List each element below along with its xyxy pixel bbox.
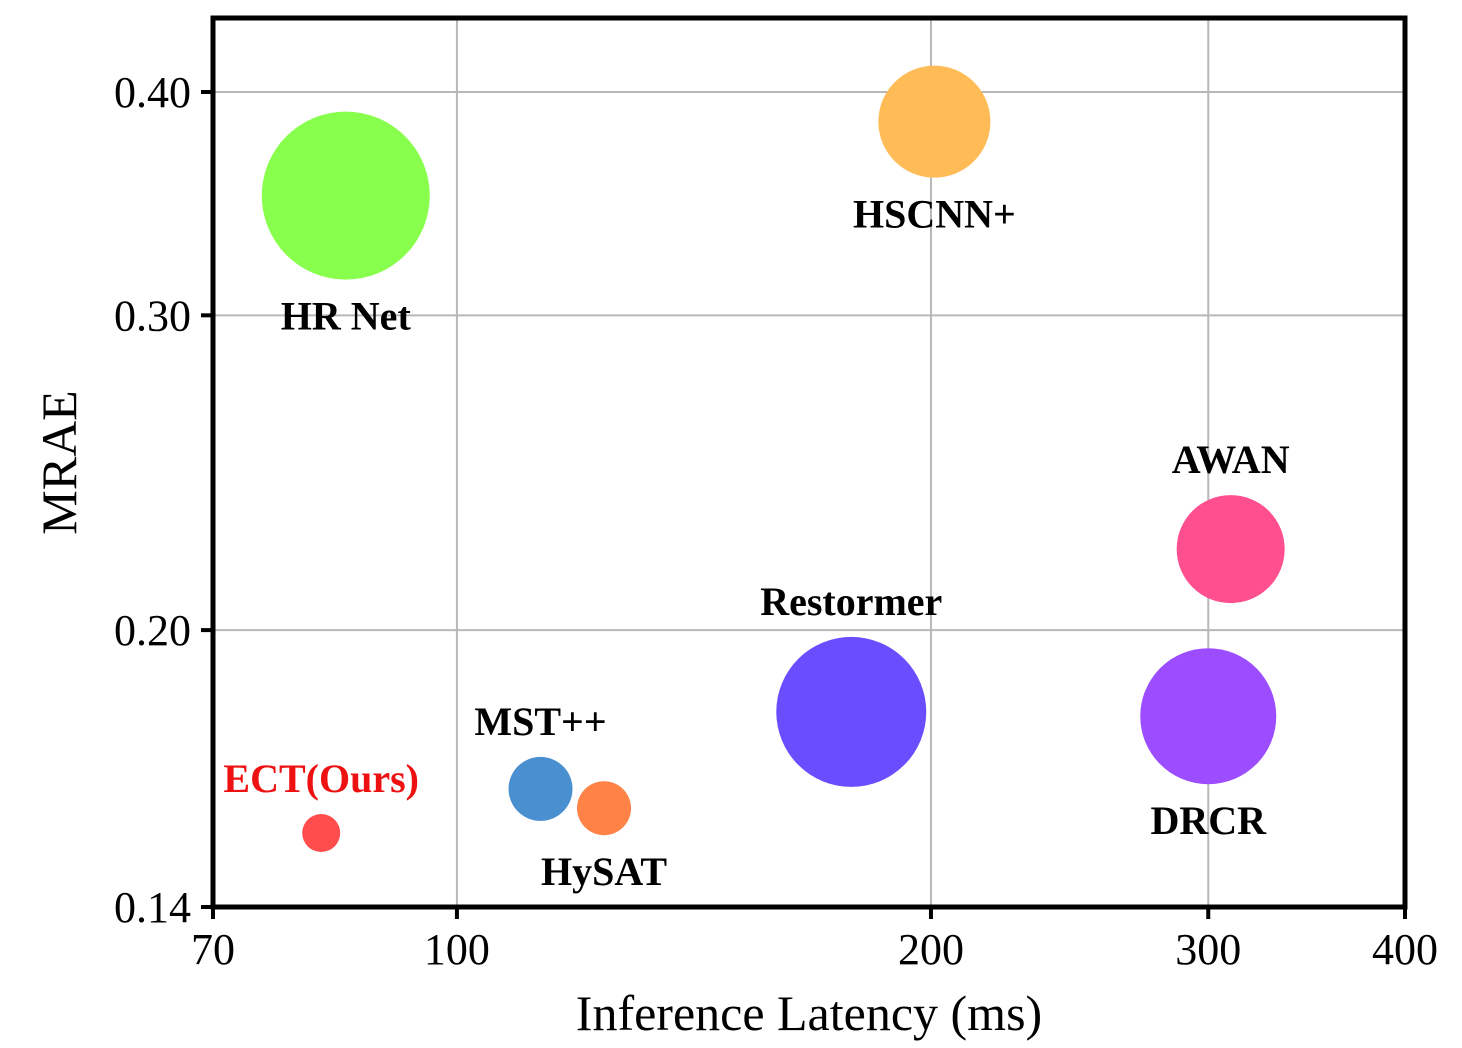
bubble-hr-net xyxy=(262,112,430,280)
point-label: MST++ xyxy=(474,699,606,744)
point-label: Restormer xyxy=(760,579,942,624)
bubble-mst xyxy=(509,757,573,821)
x-tick-label: 200 xyxy=(898,925,964,974)
x-tick-label: 400 xyxy=(1372,925,1438,974)
x-axis-title: Inference Latency (ms) xyxy=(576,985,1042,1041)
x-tick-label: 70 xyxy=(191,925,235,974)
bubble-drcr xyxy=(1140,648,1276,784)
point-labels: HR Net HSCNN+ AWAN Restormer DRCR MST++ HySAT E… xyxy=(223,192,1289,895)
y-tick-label: 0.20 xyxy=(114,606,191,655)
y-axis-title: MRAE xyxy=(31,390,87,534)
y-tick-label: 0.30 xyxy=(114,291,191,340)
point-label: HR Net xyxy=(281,294,412,339)
bubble-restormer xyxy=(776,637,926,787)
point-label: HSCNN+ xyxy=(853,192,1016,237)
x-tick-label: 300 xyxy=(1175,925,1241,974)
bubble-hscnn xyxy=(878,66,990,178)
bubble-hysat xyxy=(577,781,631,835)
y-tick-label: 0.14 xyxy=(114,883,191,932)
y-tick-label: 0.40 xyxy=(114,68,191,117)
point-label: AWAN xyxy=(1172,437,1290,482)
bubble-awan xyxy=(1177,495,1285,603)
x-tick-label: 100 xyxy=(424,925,490,974)
point-label: HySAT xyxy=(541,849,667,894)
point-label: DRCR xyxy=(1150,798,1267,843)
bubble-ect-ours xyxy=(302,814,340,852)
point-label: ECT(Ours) xyxy=(223,756,419,801)
bubbles xyxy=(262,66,1285,852)
